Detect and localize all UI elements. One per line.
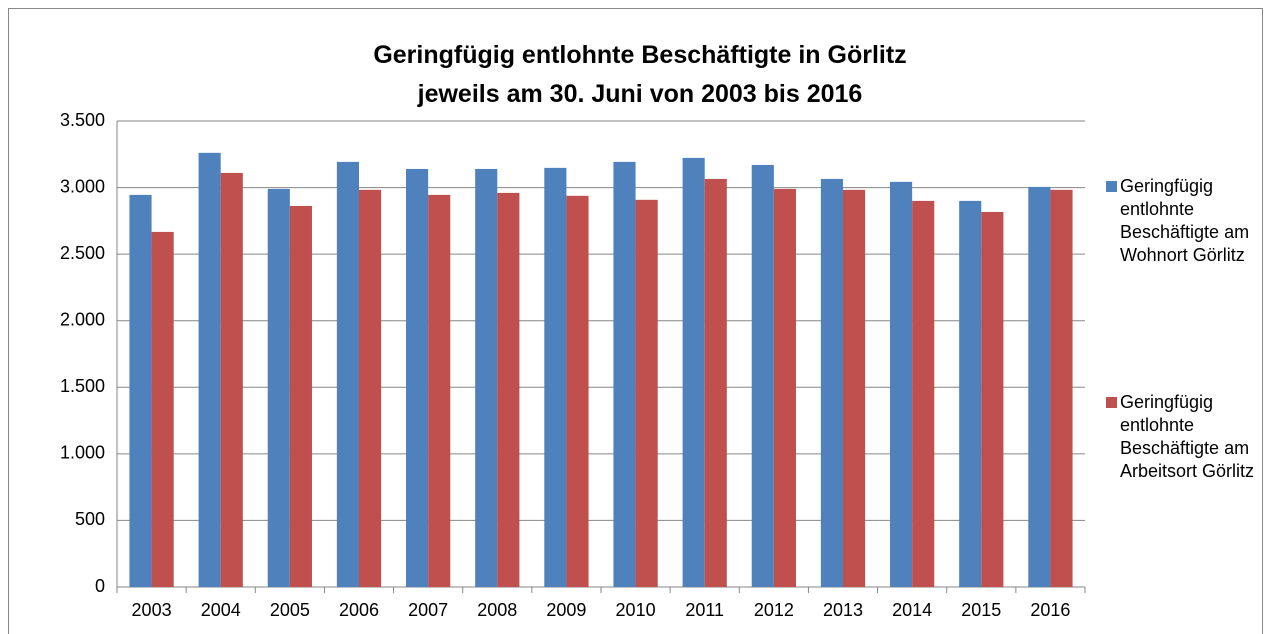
x-tick-label: 2005 [270,600,310,620]
y-tick-label: 1.000 [60,443,105,463]
bar [890,181,913,587]
bar [566,195,589,587]
x-tick-label: 2003 [132,600,172,620]
x-tick-label: 2009 [546,600,586,620]
x-tick-label: 2016 [1030,600,1070,620]
x-tick-label: 2014 [892,600,932,620]
legend-label: Geringfügig entlohnte Beschäftigte am Ar… [1120,392,1255,481]
bar [1050,189,1073,588]
x-tick-label: 2012 [754,600,794,620]
legend-swatch [1106,397,1117,408]
bar [751,164,774,588]
bar [198,152,221,587]
x-tick-label: 2007 [408,600,448,620]
x-tick-label: 2006 [339,600,379,620]
bar [289,205,312,588]
y-tick-label: 0 [95,576,105,596]
x-tick-label: 2015 [961,600,1001,620]
bar [497,192,520,587]
y-tick-label: 1.500 [60,376,105,396]
x-tick-label: 2008 [477,600,517,620]
x-tick-label: 2004 [201,600,241,620]
y-tick-label: 500 [75,509,105,529]
bar [544,167,567,588]
chart-border [8,8,1263,634]
bar [336,161,359,587]
bar [635,199,658,588]
bar [151,231,174,587]
y-tick-label: 2.000 [60,309,105,329]
bar [359,189,382,588]
bar [428,194,451,587]
bar [981,211,1004,587]
legend-swatch [1106,181,1117,192]
bar [267,188,290,587]
bar [1028,186,1051,588]
bar [406,168,429,587]
bar [475,168,498,587]
bar [820,178,843,587]
y-tick-label: 3.500 [60,110,105,130]
x-tick-label: 2011 [685,600,724,620]
bar [843,189,866,588]
bar [704,178,727,587]
bar [682,157,705,588]
bar [129,194,152,587]
bar [912,200,935,587]
x-tick-label: 2013 [823,600,863,620]
bar [773,188,796,587]
bar [220,172,243,587]
legend-label: Geringfügig entlohnte Beschäftigte am Wo… [1120,176,1250,265]
chart-title: Geringfügig entlohnte Beschäftigte in Gö… [373,41,907,108]
y-tick-label: 2.500 [60,243,105,263]
x-tick-label: 2010 [616,600,656,620]
bar [613,161,636,587]
bar [959,200,982,587]
y-tick-label: 3.000 [60,176,105,196]
